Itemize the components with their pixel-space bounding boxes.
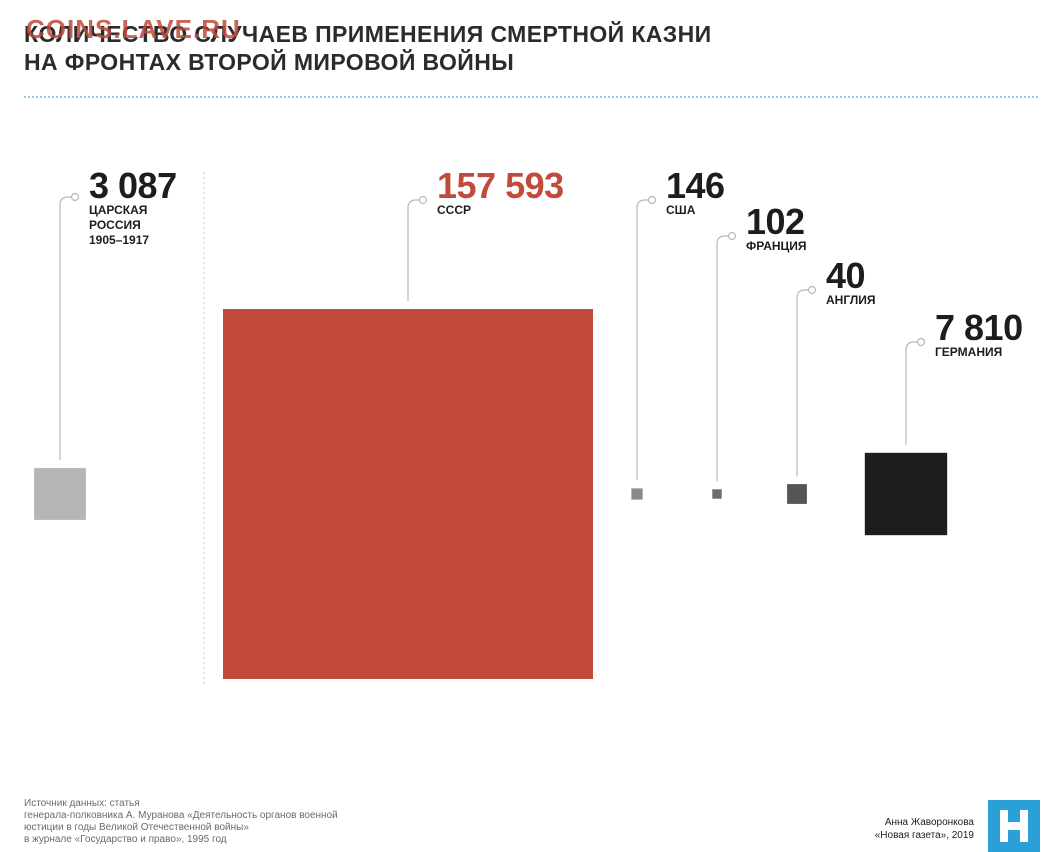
leader-line	[59, 196, 71, 461]
leader-dot	[418, 195, 428, 205]
bar-square	[712, 489, 722, 499]
value-label: 3 087	[89, 165, 177, 206]
bar-square	[787, 484, 807, 504]
leader-line	[905, 341, 917, 445]
leader-line	[716, 235, 728, 482]
source-note: Источник данных: статья генерала-полковн…	[24, 798, 338, 846]
leader-line	[407, 199, 419, 301]
value-label: 102	[746, 201, 805, 242]
author-publication: «Новая газета», 2019	[874, 830, 974, 841]
category-label: ЦАРСКАЯ	[89, 203, 147, 217]
chart-title: КОЛИЧЕСТВО СЛУЧАЕВ ПРИМЕНЕНИЯ СМЕРТНОЙ К…	[24, 20, 712, 76]
category-label: 1905–1917	[89, 233, 149, 247]
source-line-1: Источник данных: статья	[24, 798, 140, 809]
leader-dot	[916, 337, 926, 347]
category-label: ГЕРМАНИЯ	[935, 345, 1002, 359]
category-label: ФРАНЦИЯ	[746, 239, 807, 253]
author-credit: Анна Жаворонкова «Новая газета», 2019	[875, 816, 974, 842]
value-label: 40	[826, 255, 865, 296]
value-label: 7 810	[935, 307, 1023, 348]
leader-dot	[70, 192, 80, 202]
source-line-4: в журнале «Государство и право», 1995 го…	[24, 834, 227, 845]
category-label: США	[666, 203, 696, 217]
value-label: 146	[666, 165, 725, 206]
author-name: Анна Жаворонкова	[884, 817, 974, 828]
bar-square	[864, 452, 948, 536]
value-label: 157 593	[437, 165, 564, 206]
leader-dot	[807, 285, 817, 295]
category-label: СССР	[437, 203, 471, 217]
watermark: COINS.LAVE.RU	[26, 14, 241, 44]
leader-dot	[647, 195, 657, 205]
category-label: РОССИЯ	[89, 218, 141, 232]
leader-line	[636, 199, 648, 481]
chart-title-line-2: НА ФРОНТАХ ВТОРОЙ МИРОВОЙ ВОЙНЫ	[24, 49, 515, 75]
novaya-gazeta-logo-icon	[988, 800, 1040, 852]
bar-square	[34, 468, 86, 520]
chart-title-line-1: КОЛИЧЕСТВО СЛУЧАЕВ ПРИМЕНЕНИЯ СМЕРТНОЙ К…	[24, 21, 712, 47]
title-separator	[24, 96, 1038, 98]
source-line-2: генерала-полковника А. Муранова «Деятель…	[24, 810, 338, 821]
category-label: АНГЛИЯ	[826, 293, 876, 307]
bar-square	[223, 309, 593, 679]
leader-dot	[727, 231, 737, 241]
leader-line	[796, 289, 808, 477]
bar-square	[631, 488, 643, 500]
source-line-3: юстиции в годы Великой Отечественной вой…	[24, 822, 249, 833]
